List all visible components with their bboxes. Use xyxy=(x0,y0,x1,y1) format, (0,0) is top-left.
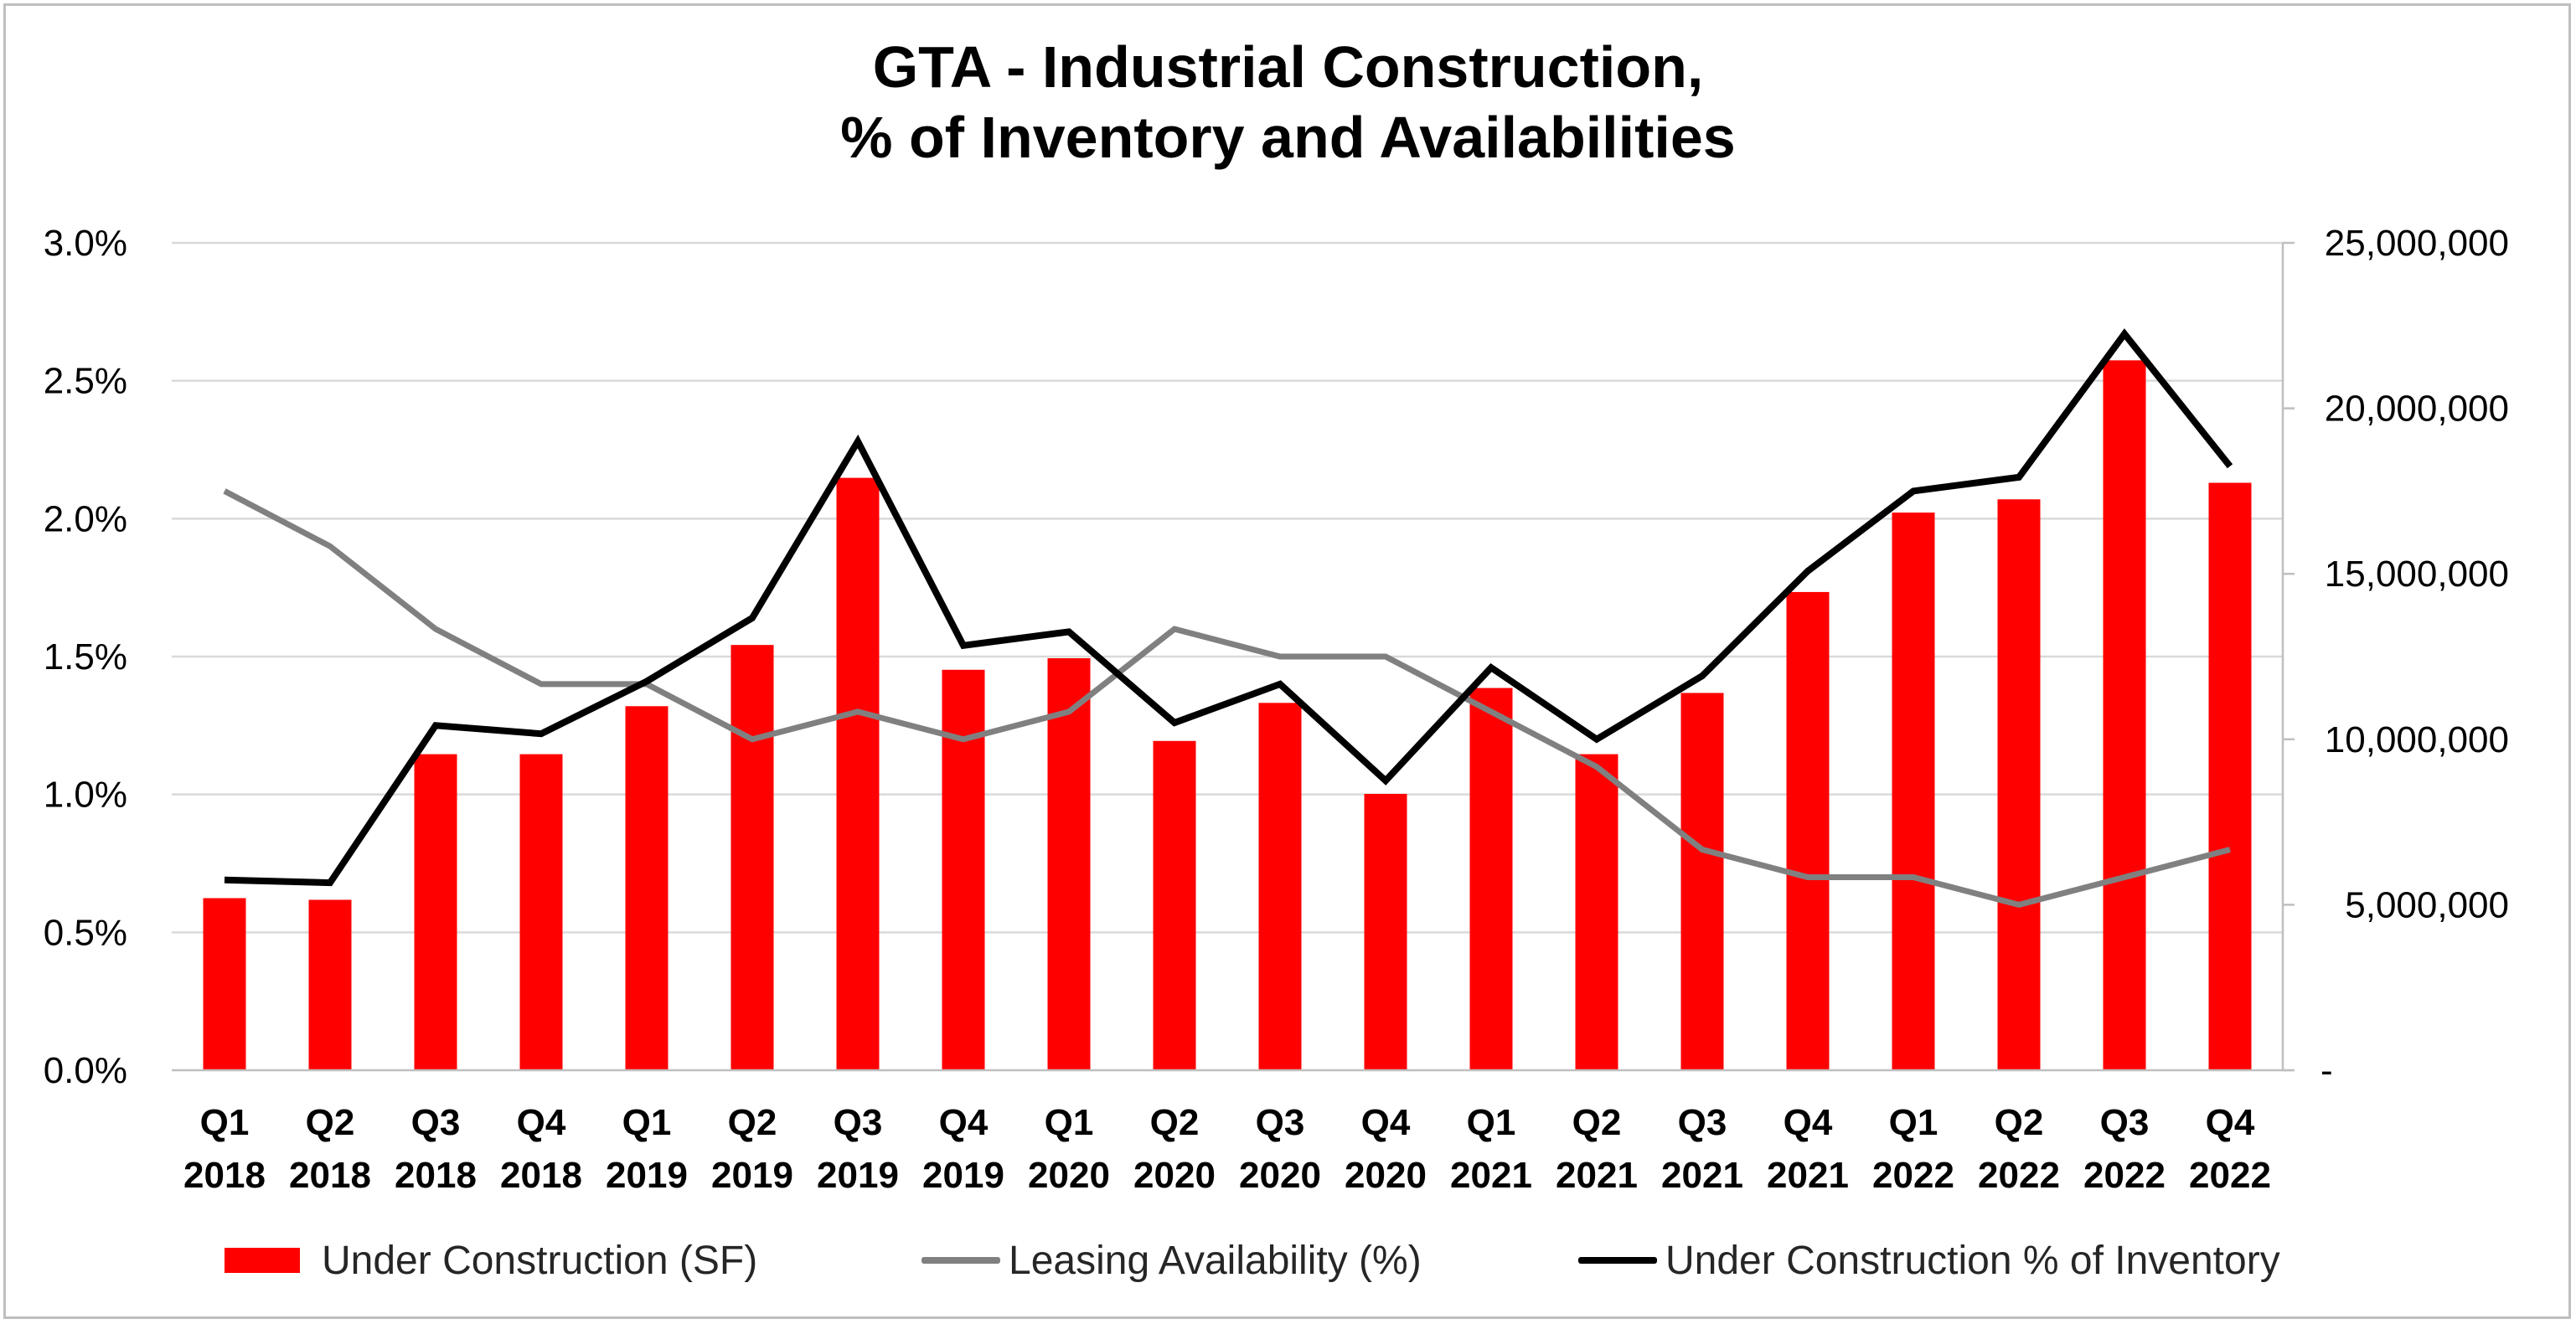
y-left-tick-label: 1.5% xyxy=(44,636,127,677)
bar xyxy=(1469,688,1513,1070)
bar xyxy=(942,669,985,1070)
x-tick-label-quarter: Q2 xyxy=(728,1102,777,1143)
legend-item-under-construction-pct: Under Construction % of Inventory xyxy=(1578,1231,2280,1290)
x-tick-label-year: 2019 xyxy=(606,1155,688,1196)
bar xyxy=(519,754,563,1070)
y-left-tick-label: 2.0% xyxy=(44,498,127,539)
chart-title: GTA - Industrial Construction, % of Inve… xyxy=(0,32,2576,173)
x-tick-label-year: 2021 xyxy=(1450,1155,1532,1196)
bar xyxy=(1153,740,1196,1070)
bar xyxy=(625,706,669,1070)
x-tick-label-quarter: Q4 xyxy=(2206,1102,2255,1143)
x-tick-label-year: 2022 xyxy=(2189,1155,2271,1196)
x-tick-label-quarter: Q1 xyxy=(1045,1102,1094,1143)
bar xyxy=(308,899,352,1070)
y-axis-right-labels: - 5,000,000 10,000,000 15,000,000 20,000,000… xyxy=(2320,223,2509,1091)
x-tick-label-quarter: Q3 xyxy=(411,1102,461,1143)
bar xyxy=(1892,513,1935,1070)
legend-item-under-construction: Under Construction (SF) xyxy=(225,1231,757,1290)
axes xyxy=(172,241,2295,1072)
bar xyxy=(2103,360,2146,1070)
x-tick-label-quarter: Q3 xyxy=(834,1102,883,1143)
bar xyxy=(203,898,246,1070)
bar xyxy=(1786,591,1830,1070)
y-left-tick-label: 0.5% xyxy=(44,912,127,953)
gridlines xyxy=(172,241,2283,934)
legend: Under Construction (SF) Leasing Availabi… xyxy=(0,1231,2576,1290)
legend-label: Leasing Availability (%) xyxy=(1009,1238,1422,1283)
line-series xyxy=(223,328,2233,909)
y-left-tick-label: 2.5% xyxy=(44,361,127,402)
x-tick-label-year: 2021 xyxy=(1767,1155,1849,1196)
x-tick-label-year: 2019 xyxy=(711,1155,793,1196)
x-tick-label-year: 2021 xyxy=(1661,1155,1743,1196)
x-tick-label-year: 2019 xyxy=(922,1155,1004,1196)
y-right-tick-label: 20,000,000 xyxy=(2325,389,2509,430)
bar xyxy=(836,477,880,1070)
x-tick-label-year: 2020 xyxy=(1345,1155,1427,1196)
bar xyxy=(2208,482,2252,1070)
x-tick-label-year: 2018 xyxy=(289,1155,371,1196)
legend-label: Under Construction (SF) xyxy=(322,1238,758,1283)
x-tick-label-year: 2018 xyxy=(500,1155,582,1196)
x-tick-label-year: 2022 xyxy=(1978,1155,2060,1196)
legend-swatch-bar xyxy=(225,1248,300,1273)
x-tick-label-quarter: Q1 xyxy=(1889,1102,1938,1143)
x-tick-label-year: 2022 xyxy=(1872,1155,1954,1196)
series-line-2 xyxy=(224,328,2233,887)
bar xyxy=(1047,657,1091,1070)
y-right-tick-label: 5,000,000 xyxy=(2345,884,2509,925)
y-right-tick-label: 25,000,000 xyxy=(2325,223,2509,264)
bar xyxy=(1575,754,1618,1070)
x-tick-label-quarter: Q2 xyxy=(1572,1102,1622,1143)
x-tick-label-year: 2018 xyxy=(183,1155,266,1196)
x-tick-label-quarter: Q3 xyxy=(1256,1102,1305,1143)
x-tick-label-quarter: Q2 xyxy=(1995,1102,2044,1143)
y-left-tick-label: 0.0% xyxy=(44,1050,127,1091)
x-tick-label-year: 2022 xyxy=(2083,1155,2166,1196)
chart-title-line-2: % of Inventory and Availabilities xyxy=(840,105,1736,170)
bar xyxy=(1997,499,2041,1070)
x-tick-label-year: 2020 xyxy=(1239,1155,1321,1196)
x-tick-label-year: 2021 xyxy=(1556,1155,1638,1196)
legend-swatch-line xyxy=(1578,1257,1657,1264)
chart-title-line-1: GTA - Industrial Construction, xyxy=(872,34,1704,100)
x-tick-label-quarter: Q2 xyxy=(306,1102,355,1143)
x-tick-label-quarter: Q4 xyxy=(517,1102,566,1143)
x-tick-label-quarter: Q1 xyxy=(200,1102,250,1143)
legend-item-leasing-availability: Leasing Availability (%) xyxy=(921,1231,1422,1290)
x-tick-label-year: 2020 xyxy=(1133,1155,1216,1196)
series-line-1 xyxy=(223,488,2231,909)
y-left-tick-label: 1.0% xyxy=(44,775,127,816)
x-tick-label-quarter: Q3 xyxy=(2100,1102,2150,1143)
bar xyxy=(1680,693,1724,1070)
x-tick-label-quarter: Q1 xyxy=(1467,1102,1516,1143)
x-tick-label-quarter: Q4 xyxy=(1361,1102,1411,1143)
x-tick-label-year: 2018 xyxy=(395,1155,477,1196)
bar-series-under-construction xyxy=(203,360,2252,1070)
x-tick-label-quarter: Q1 xyxy=(622,1102,672,1143)
bar xyxy=(1258,703,1302,1070)
bar xyxy=(1364,794,1407,1070)
x-tick-label-quarter: Q2 xyxy=(1150,1102,1200,1143)
x-tick-label-quarter: Q4 xyxy=(939,1102,989,1143)
bar xyxy=(730,645,774,1070)
x-tick-label-quarter: Q4 xyxy=(1784,1102,1833,1143)
legend-swatch-line xyxy=(921,1257,1000,1264)
bar xyxy=(414,754,457,1070)
y-right-tick-label: 10,000,000 xyxy=(2325,719,2509,760)
y-right-tick-label: 15,000,000 xyxy=(2325,554,2509,595)
x-tick-label-year: 2019 xyxy=(817,1155,899,1196)
x-axis-labels: Q1 2018 Q2 2018 Q3 2018 Q4 2018 Q1 2019 Q2 2019 Q3 20… xyxy=(183,1102,2271,1196)
x-tick-label-year: 2020 xyxy=(1028,1155,1110,1196)
y-axis-left-labels: 0.0% 0.5% 1.0% 1.5% 2.0% 2.5% 3.0% xyxy=(44,223,127,1091)
legend-label: Under Construction % of Inventory xyxy=(1665,1238,2280,1283)
y-left-tick-label: 3.0% xyxy=(44,223,127,264)
y-right-tick-label: - xyxy=(2320,1050,2333,1091)
x-tick-label-quarter: Q3 xyxy=(1678,1102,1727,1143)
